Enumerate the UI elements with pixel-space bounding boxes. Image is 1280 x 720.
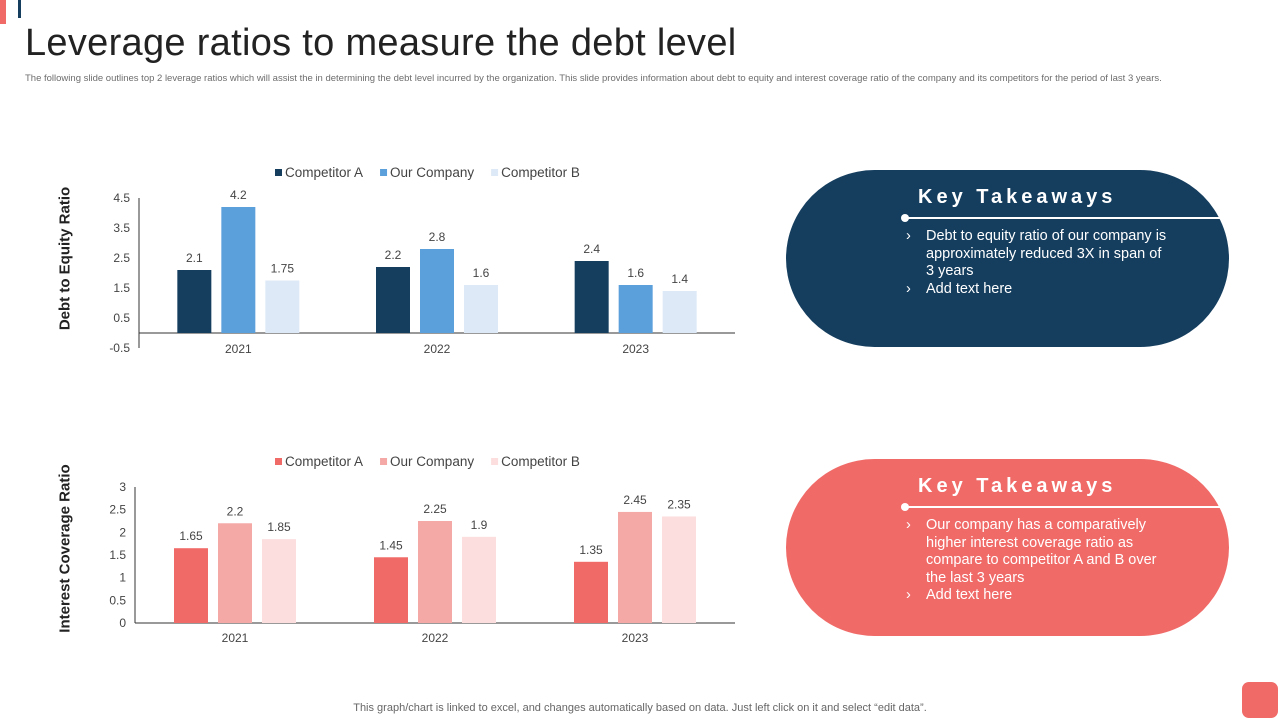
- debt-to-equity-chart[interactable]: -0.5 0.5 1.5 2.5 3.5 4.5 2.1 4.2 1.75 2021 2.2 2.8 1…: [0, 150, 760, 370]
- data-label: 2.35: [667, 497, 691, 511]
- accent-bar: [0, 0, 6, 24]
- x-tick-label: 2023: [622, 631, 649, 645]
- bar: [265, 280, 300, 333]
- data-label: 1.75: [271, 262, 295, 276]
- y-tick-label: 1.5: [109, 548, 126, 562]
- data-label: 2.25: [423, 502, 447, 516]
- y-tick-label: 2: [119, 525, 126, 539]
- takeaway-list: Our company has a comparatively higher i…: [902, 517, 1172, 605]
- takeaway-divider-dot: [901, 214, 909, 222]
- takeaway-item: Add text here: [902, 281, 1172, 299]
- legend-swatch: [491, 169, 499, 176]
- corner-badge: [1242, 682, 1278, 718]
- takeaway-item: Debt to equity ratio of our company is a…: [902, 228, 1172, 281]
- bar: [662, 516, 696, 623]
- bar: [418, 521, 452, 623]
- bar: [174, 548, 208, 623]
- legend-swatch: [380, 458, 388, 465]
- interest-coverage-chart[interactable]: 0 0.5 1 1.5 2 2.5 3 1.65 2.2 1.85 2021 1.45 2.25 1.9 2…: [0, 440, 760, 660]
- y-tick-label: 0.5: [109, 593, 126, 607]
- bar: [376, 267, 410, 333]
- takeaway-item: Add text here: [902, 587, 1172, 605]
- bar: [574, 261, 609, 333]
- data-label: 2.4: [583, 242, 600, 256]
- bar: [374, 557, 408, 623]
- legend-swatch: [491, 458, 499, 465]
- bar: [177, 270, 212, 333]
- data-label: 1.6: [627, 266, 644, 280]
- y-tick-label: 1.5: [113, 281, 130, 295]
- y-tick-label: 2.5: [109, 503, 126, 517]
- bar: [618, 511, 652, 623]
- key-takeaways-panel-coral: Key Takeaways Our company has a comparat…: [786, 459, 1229, 636]
- bar: [221, 207, 256, 333]
- x-tick-label: 2022: [424, 342, 451, 356]
- data-label: 4.2: [230, 188, 247, 202]
- bar: [662, 291, 697, 333]
- data-label: 1.65: [179, 529, 203, 543]
- data-label: 2.2: [227, 504, 244, 518]
- legend-label: Our Company: [390, 454, 474, 469]
- bar: [218, 523, 252, 623]
- legend-label: Competitor B: [501, 165, 580, 180]
- page-subtitle: The following slide outlines top 2 lever…: [25, 73, 1162, 84]
- takeaway-title: Key Takeaways: [918, 475, 1117, 497]
- data-label: 2.45: [623, 493, 647, 507]
- data-label: 1.4: [671, 272, 688, 286]
- data-label: 2.1: [186, 251, 203, 265]
- bar: [574, 561, 608, 623]
- y-tick-label: 3: [119, 480, 126, 494]
- legend-label: Competitor A: [285, 165, 363, 180]
- legend-label: Our Company: [390, 165, 474, 180]
- bar: [464, 285, 498, 333]
- data-label: 1.85: [267, 520, 291, 534]
- accent-bar-secondary: [18, 0, 21, 18]
- x-tick-label: 2021: [222, 631, 249, 645]
- y-tick-label: 3.5: [113, 221, 130, 235]
- footer-note: This graph/chart is linked to excel, and…: [353, 702, 927, 714]
- data-label: 1.35: [579, 543, 603, 557]
- data-label: 2.8: [429, 230, 446, 244]
- bar: [618, 285, 653, 333]
- y-tick-label: 1: [119, 571, 126, 585]
- takeaway-divider-dot: [901, 503, 909, 511]
- takeaway-divider: [904, 506, 1221, 508]
- y-tick-label: 0: [119, 616, 126, 630]
- data-label: 1.45: [379, 538, 403, 552]
- takeaway-list: Debt to equity ratio of our company is a…: [902, 228, 1172, 298]
- data-label: 1.9: [471, 518, 488, 532]
- bar: [420, 249, 454, 333]
- bar: [462, 536, 496, 623]
- x-tick-label: 2023: [622, 342, 649, 356]
- y-tick-label: 4.5: [113, 191, 130, 205]
- legend-swatch: [380, 169, 388, 176]
- data-label: 2.2: [385, 248, 402, 262]
- key-takeaways-panel-navy: Key Takeaways Debt to equity ratio of ou…: [786, 170, 1229, 347]
- y-tick-label: 0.5: [113, 311, 130, 325]
- page-title: Leverage ratios to measure the debt leve…: [25, 22, 737, 64]
- legend-label: Competitor A: [285, 454, 363, 469]
- x-tick-label: 2022: [422, 631, 449, 645]
- x-tick-label: 2021: [225, 342, 252, 356]
- takeaway-item: Our company has a comparatively higher i…: [902, 517, 1172, 587]
- takeaway-divider: [904, 217, 1221, 219]
- y-tick-label: -0.5: [109, 341, 130, 355]
- legend-swatch: [275, 458, 282, 465]
- bar: [262, 539, 296, 623]
- y-tick-label: 2.5: [113, 251, 130, 265]
- legend-swatch: [275, 169, 282, 176]
- takeaway-title: Key Takeaways: [918, 186, 1117, 208]
- data-label: 1.6: [473, 266, 490, 280]
- legend-label: Competitor B: [501, 454, 580, 469]
